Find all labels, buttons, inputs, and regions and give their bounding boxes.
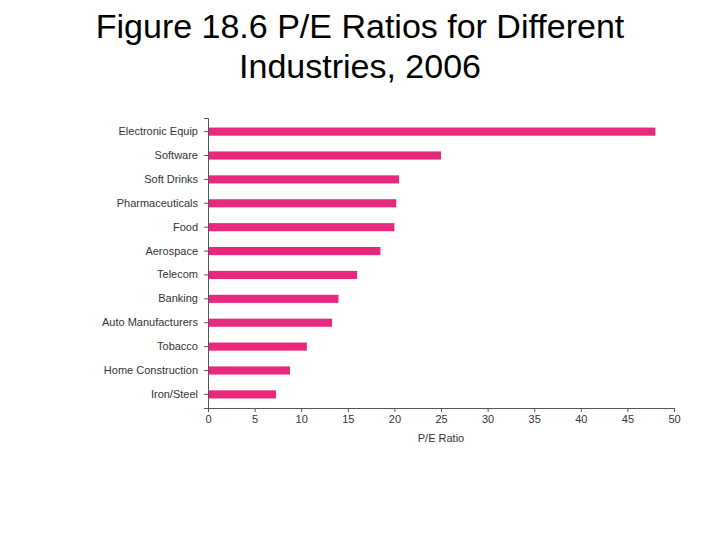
chart-title: Figure 18.6 P/E Ratios for Different Ind… xyxy=(40,6,680,86)
tick-label: 10 xyxy=(296,413,308,425)
bar xyxy=(208,223,394,231)
tick: Pharmaceuticals xyxy=(117,197,208,209)
tick: 15 xyxy=(342,408,354,425)
x-axis-title: P/E Ratio xyxy=(418,432,464,444)
tick: 10 xyxy=(296,408,308,425)
tick-mark xyxy=(204,346,208,347)
tick: Auto Manufacturers xyxy=(102,316,208,328)
tick-label: 15 xyxy=(342,413,354,425)
axis-line xyxy=(209,409,675,413)
tick-label: Soft Drinks xyxy=(144,173,198,185)
tick: Aerospace xyxy=(145,245,208,257)
bar xyxy=(208,271,357,279)
tick: Tobacco xyxy=(157,340,208,352)
tick: 5 xyxy=(252,408,258,425)
bar xyxy=(208,151,441,159)
tick-label: 40 xyxy=(575,413,587,425)
tick-mark xyxy=(581,408,582,412)
tick: Electronic Equip xyxy=(119,125,209,137)
tick-mark xyxy=(394,408,395,412)
tick-mark xyxy=(534,408,535,412)
tick: Home Construction xyxy=(104,364,208,376)
tick: 50 xyxy=(668,408,680,425)
y-axis: Electronic Equip Software Soft Drinks Pharm… xyxy=(102,119,209,409)
tick-label: 35 xyxy=(529,413,541,425)
tick-mark xyxy=(204,203,208,204)
tick: Soft Drinks xyxy=(144,173,208,185)
tick-mark xyxy=(488,408,489,412)
tick-label: 45 xyxy=(622,413,634,425)
tick-label: Software xyxy=(155,149,198,161)
tick-mark xyxy=(204,131,208,132)
tick-mark xyxy=(204,274,208,275)
tick-label: Home Construction xyxy=(104,364,198,376)
bar xyxy=(208,199,396,207)
tick-label: 50 xyxy=(668,413,680,425)
bar xyxy=(208,295,338,303)
tick: 30 xyxy=(482,408,494,425)
tick: Banking xyxy=(158,292,208,304)
tick-label: Auto Manufacturers xyxy=(102,316,198,328)
tick-mark xyxy=(204,227,208,228)
tick-mark xyxy=(627,408,628,412)
bar xyxy=(208,390,276,398)
tick: 20 xyxy=(389,408,401,425)
tick-label: 0 xyxy=(205,413,211,425)
tick-mark xyxy=(204,322,208,323)
tick-mark xyxy=(204,394,208,395)
tick-mark xyxy=(301,408,302,412)
tick-label: Banking xyxy=(158,292,198,304)
tick: 35 xyxy=(529,408,541,425)
tick-mark xyxy=(674,408,675,412)
bar xyxy=(208,175,399,183)
tick: 0 xyxy=(205,408,211,425)
tick-label: Tobacco xyxy=(157,340,198,352)
tick-mark xyxy=(441,408,442,412)
tick: 25 xyxy=(435,408,447,425)
tick-label: Pharmaceuticals xyxy=(117,197,199,209)
tick: Iron/Steel xyxy=(151,388,208,400)
x-axis: 0 5 10 15 20 25 30 35 40 45 50 xyxy=(205,408,680,425)
tick-label: Telecom xyxy=(157,268,198,280)
tick-label: Food xyxy=(173,221,198,233)
tick-mark xyxy=(204,155,208,156)
bar xyxy=(208,343,307,351)
tick: Food xyxy=(173,221,208,233)
tick-label: 30 xyxy=(482,413,494,425)
tick-label: Iron/Steel xyxy=(151,388,198,400)
tick-label: 5 xyxy=(252,413,258,425)
tick-mark xyxy=(204,370,208,371)
tick-mark xyxy=(255,408,256,412)
chart-svg: 0 5 10 15 20 25 30 35 40 45 50 Electronic Equip Soft… xyxy=(0,0,720,540)
bar xyxy=(208,247,380,255)
bar xyxy=(208,319,332,327)
tick-label: 25 xyxy=(435,413,447,425)
tick-mark xyxy=(204,298,208,299)
tick-label: 20 xyxy=(389,413,401,425)
tick: Software xyxy=(155,149,208,161)
axis-line xyxy=(204,119,209,409)
bar xyxy=(208,128,655,136)
tick-mark xyxy=(348,408,349,412)
bars xyxy=(208,128,655,399)
tick-mark xyxy=(204,251,208,252)
tick: Telecom xyxy=(157,268,208,280)
bar xyxy=(208,366,290,374)
tick-label: Electronic Equip xyxy=(119,125,199,137)
tick-label: Aerospace xyxy=(145,245,198,257)
tick: 45 xyxy=(622,408,634,425)
tick-mark xyxy=(204,179,208,180)
tick: 40 xyxy=(575,408,587,425)
